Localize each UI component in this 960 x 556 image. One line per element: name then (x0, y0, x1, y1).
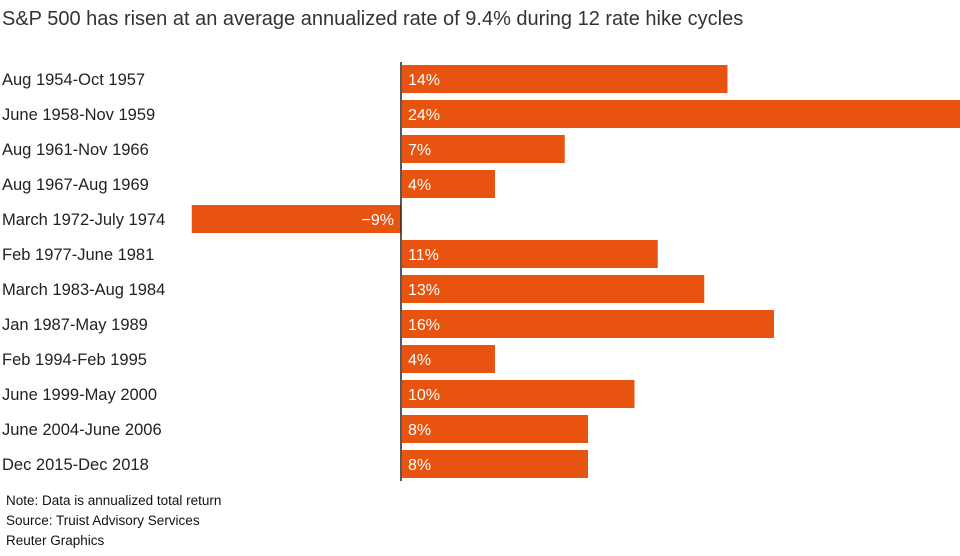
bar-value-label-1: 14% (408, 72, 440, 89)
category-label-1: Aug 1954-Oct 1957 (2, 71, 145, 89)
bar-10 (402, 380, 635, 408)
bar-value-label-3: 7% (408, 142, 431, 159)
category-label-9: Feb 1994-Feb 1995 (2, 351, 147, 369)
bar-11 (402, 415, 588, 443)
bar-value-label-9: 4% (408, 352, 431, 369)
source-text: Source: Truist Advisory Services (6, 513, 200, 528)
bar-12 (402, 450, 588, 478)
category-label-7: March 1983-Aug 1984 (2, 281, 165, 299)
bar-value-label-6: 11% (408, 247, 439, 264)
bar-value-label-10: 10% (408, 387, 440, 404)
category-label-12: Dec 2015-Dec 2018 (2, 456, 149, 474)
bar-8 (402, 310, 774, 338)
category-label-5: March 1972-July 1974 (2, 211, 165, 229)
category-label-2: June 1958-Nov 1959 (2, 106, 155, 124)
bar-value-label-2: 24% (408, 107, 440, 124)
bar-5 (191, 205, 401, 233)
bar-chart: 14% Aug 1954-Oct 1957 24% June 1958-Nov 195… (2, 62, 960, 481)
category-label-4: Aug 1967-Aug 1969 (2, 176, 149, 194)
category-label-8: Jan 1987-May 1989 (2, 316, 148, 334)
bar-value-label-11: 8% (408, 422, 431, 439)
bar-2 (402, 100, 960, 128)
bar-value-label-5: −9% (362, 212, 394, 229)
chart-title: S&P 500 has risen at an average annualiz… (2, 8, 744, 30)
bar-7 (402, 275, 705, 303)
category-label-3: Aug 1961-Nov 1966 (2, 141, 149, 159)
bar-3 (402, 135, 565, 163)
bar-4 (402, 170, 495, 198)
bar-9 (402, 345, 495, 373)
bar-1 (402, 65, 728, 93)
bar-6 (402, 240, 658, 268)
bar-value-label-4: 4% (408, 177, 431, 194)
chart-notes: Note: Data is annualized total return So… (6, 491, 221, 551)
bar-value-label-7: 13% (408, 282, 440, 299)
bar-value-label-12: 8% (408, 457, 431, 474)
category-label-10: June 1999-May 2000 (2, 386, 157, 404)
credit-text: Reuter Graphics (6, 533, 105, 548)
note-text: Note: Data is annualized total return (6, 493, 222, 508)
category-label-6: Feb 1977-June 1981 (2, 246, 154, 264)
bar-value-label-8: 16% (408, 317, 440, 334)
category-label-11: June 2004-June 2006 (2, 421, 162, 439)
